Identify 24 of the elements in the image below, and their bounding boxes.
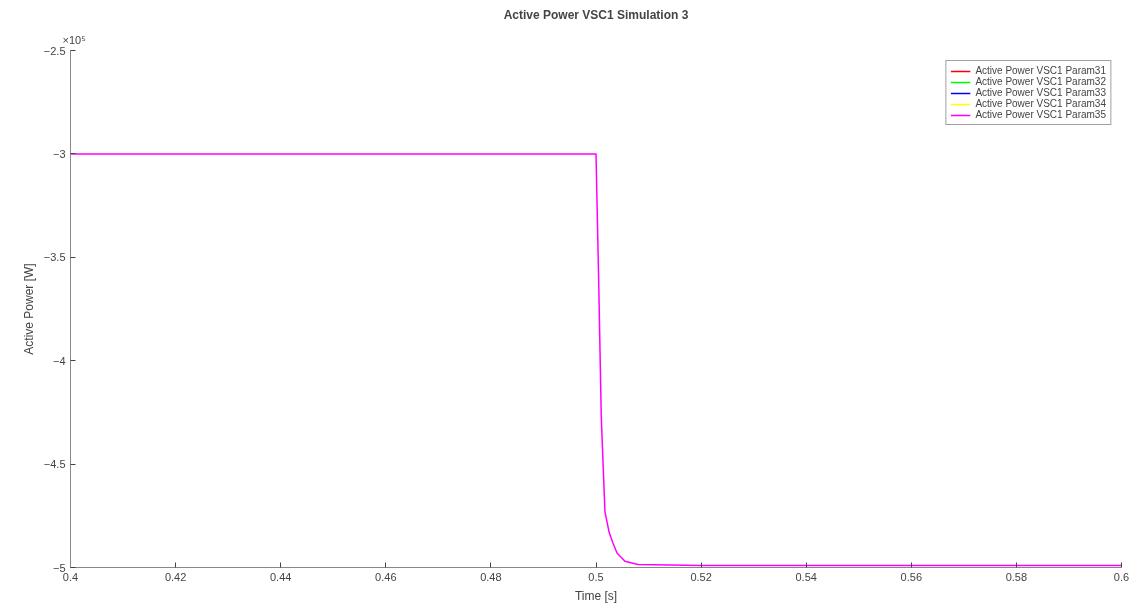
x-tick-label: 0.42 xyxy=(164,570,187,583)
x-tick-label: 0.46 xyxy=(375,570,397,583)
legend-label: Active Power VSC1 Param34 xyxy=(975,98,1106,109)
text: ×10⁵ xyxy=(62,33,86,46)
x-tick-label: 0.44 xyxy=(270,570,292,583)
legend-label: Active Power VSC1 Param32 xyxy=(975,76,1106,87)
x-tick-label: 0.5 xyxy=(588,570,604,583)
y-tick-label: −2.5 xyxy=(43,44,66,57)
y-tick-label: −3.5 xyxy=(43,251,66,264)
legend-label: Active Power VSC1 Param35 xyxy=(975,109,1106,120)
legend-label: Active Power VSC1 Param33 xyxy=(975,87,1106,98)
x-tick-label: 0.48 xyxy=(480,570,502,583)
x-axis-title: Time [s] xyxy=(574,588,618,603)
legend-label: Active Power VSC1 Param31 xyxy=(975,65,1106,76)
y-tick-label: −4 xyxy=(52,354,66,367)
chart-title: Active Power VSC1 Simulation 3 xyxy=(503,7,689,22)
x-tick-label: 0.58 xyxy=(1005,570,1028,583)
y-tick-label: −3 xyxy=(52,147,66,160)
x-tick-label: 0.56 xyxy=(900,570,923,583)
x-tick-label: 0.52 xyxy=(690,570,712,583)
x-tick-label: 0.6 xyxy=(1113,570,1130,583)
x-tick-label: 0.54 xyxy=(795,570,817,583)
y-axis-title: Active Power [W] xyxy=(21,263,36,355)
y-tick-label: −4.5 xyxy=(43,458,66,471)
